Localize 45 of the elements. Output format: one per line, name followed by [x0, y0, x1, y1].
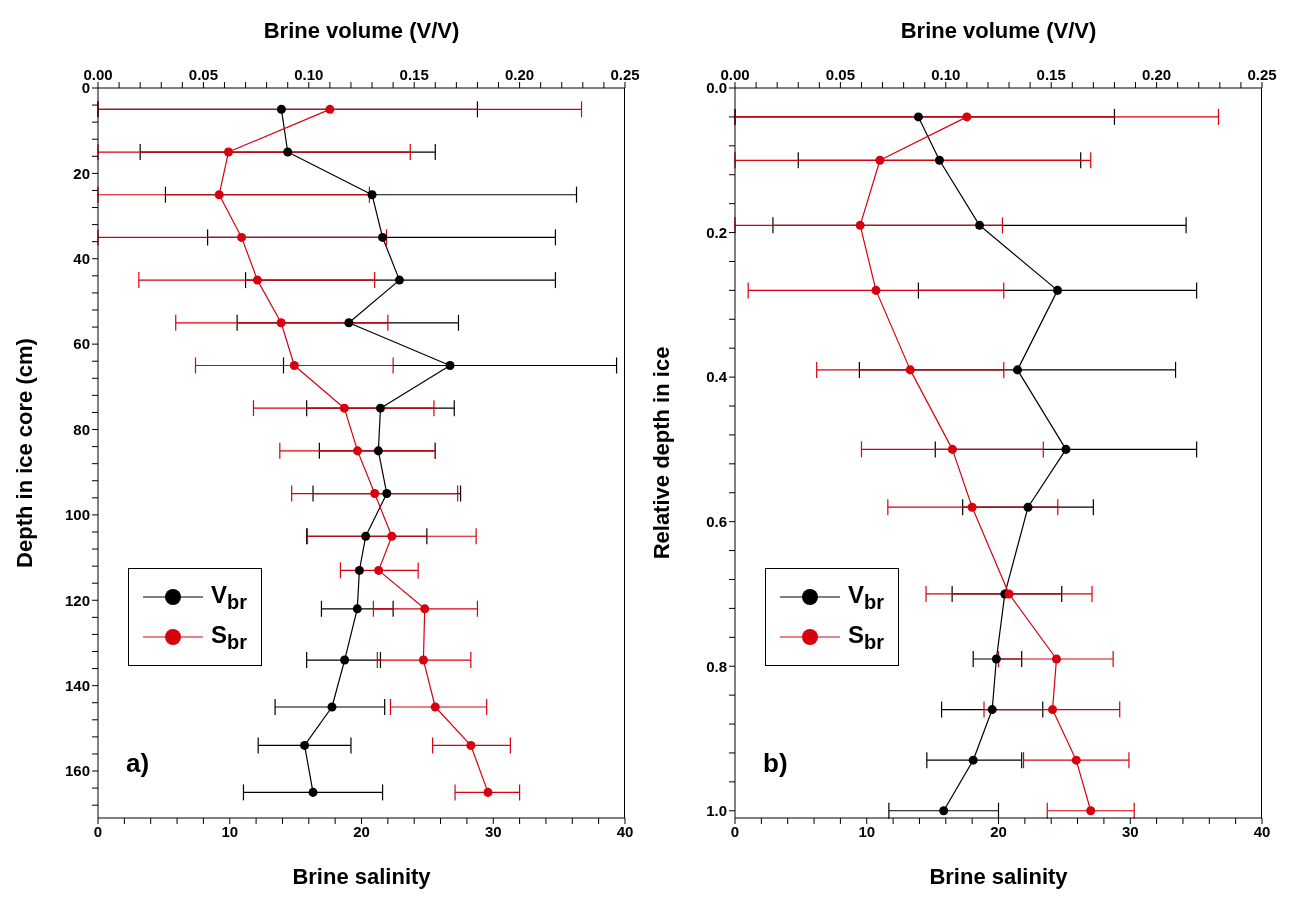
x-tick-label: 30: [484, 822, 502, 840]
y-tick-label: 20: [73, 164, 90, 182]
legend-label: V$_{br}$: [211, 580, 248, 614]
x2-tick-label: 0.15: [1036, 66, 1066, 83]
x2-tick-label: 0.15: [399, 66, 429, 83]
y-tick-label: 140: [64, 676, 90, 694]
x2-tick-label: 0.20: [505, 66, 535, 83]
x-tick-label: 30: [1121, 822, 1139, 840]
y-tick-label: 0.8: [706, 657, 727, 675]
y-tick-label: 40: [73, 250, 90, 268]
x2-tick-label: 0.10: [294, 66, 324, 83]
legend-label: V$_{br}$: [848, 580, 885, 614]
y-tick-label: 0.4: [706, 368, 728, 386]
x-tick-label: 10: [221, 822, 239, 840]
x2-tick-label: 0.25: [1247, 66, 1277, 83]
x2-axis-title: Brine volume (V/V): [900, 17, 1097, 43]
y-axis-title: Relative depth in ice: [648, 346, 674, 560]
x-tick-label: 0: [93, 822, 103, 840]
x-tick-label: 40: [1253, 822, 1271, 840]
x2-tick-label: 0.10: [931, 66, 961, 83]
legend-label: S$_{br}$: [848, 620, 885, 654]
y-tick-label: 120: [64, 591, 90, 609]
y-tick-label: 0.2: [706, 223, 727, 241]
y-tick-label: 0.6: [706, 512, 727, 530]
legend-label: S$_{br}$: [211, 620, 248, 654]
x2-tick-label: 0.25: [610, 66, 640, 83]
x-tick-label: 20: [990, 822, 1007, 840]
x-axis-title: Brine salinity: [929, 864, 1069, 889]
x-tick-label: 20: [353, 822, 370, 840]
x2-tick-label: 0.05: [188, 66, 218, 83]
x-axis-title: Brine salinity: [292, 864, 432, 889]
x-tick-label: 40: [616, 822, 634, 840]
x-tick-label: 10: [858, 822, 876, 840]
x2-tick-label: 0.05: [825, 66, 855, 83]
annotation: a): [126, 748, 150, 779]
x-tick-label: 0: [730, 822, 740, 840]
y-tick-label: 1.0: [706, 802, 727, 820]
y-tick-label: 80: [73, 420, 90, 438]
x2-tick-label: 0.20: [1142, 66, 1172, 83]
annotation: b): [763, 748, 788, 779]
x2-axis-title: Brine volume (V/V): [263, 17, 460, 43]
y-axis-title: Depth in ice core (cm): [11, 338, 37, 568]
y-tick-label: 60: [73, 335, 90, 353]
y-tick-label: 160: [64, 762, 90, 780]
y-tick-label: 100: [64, 506, 90, 524]
